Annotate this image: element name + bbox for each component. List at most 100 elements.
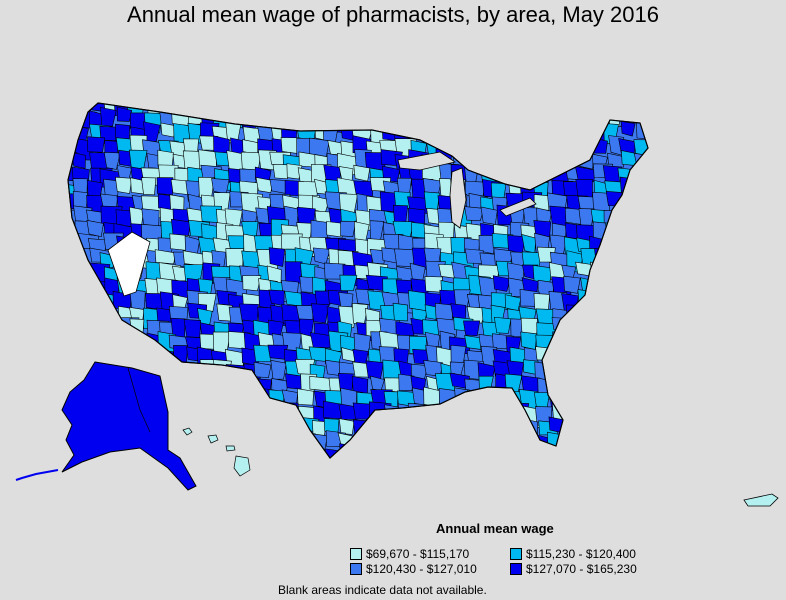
map-area-cell	[353, 164, 371, 182]
map-area-cell	[313, 463, 331, 481]
map-area-cell	[425, 463, 445, 479]
map-area-cell	[170, 361, 193, 377]
aleutian-islands	[15, 469, 59, 481]
map-area-cell	[395, 443, 415, 458]
map-area-cell	[589, 110, 607, 126]
legend-swatch-lowest	[350, 548, 362, 560]
map-area-cell	[552, 103, 569, 116]
map-area-cell	[68, 103, 81, 113]
map-area-cell	[607, 415, 623, 437]
map-area-cell	[478, 234, 495, 255]
map-area-cell	[549, 362, 569, 384]
map-area-cell	[327, 103, 347, 112]
map-area-cell	[258, 108, 275, 128]
map-area-cell	[546, 378, 569, 402]
map-area-cell	[646, 389, 648, 407]
hawaii-region	[182, 427, 251, 477]
map-area-cell	[99, 106, 117, 127]
map-area-cell	[297, 388, 315, 406]
legend-swatch-highest	[510, 563, 522, 575]
map-area-cell	[477, 430, 494, 446]
map-area-cell	[603, 251, 624, 271]
map-area-cell	[450, 415, 467, 436]
map-title: Annual mean wage of pharmacists, by area…	[127, 2, 659, 27]
map-area-cell	[451, 457, 467, 458]
map-area-cell	[309, 376, 332, 392]
map-area-cell	[239, 303, 259, 323]
map-area-cell	[565, 136, 588, 152]
map-area-cell	[507, 431, 524, 452]
map-area-cell	[646, 192, 648, 214]
map-area-cell	[617, 359, 640, 377]
map-area-cell	[523, 154, 539, 177]
map-area-cell	[423, 419, 441, 441]
map-area-cell	[214, 403, 234, 426]
map-area-cell	[518, 447, 542, 458]
map-area-cell	[229, 103, 245, 114]
map-area-cell	[68, 275, 74, 297]
map-area-cell	[520, 135, 537, 152]
map-area-cell	[552, 331, 573, 349]
map-area-cell	[282, 417, 301, 436]
map-area-cell	[271, 458, 292, 479]
map-area-cell	[590, 280, 606, 301]
map-area-cell	[212, 374, 232, 397]
map-area-cell	[616, 205, 637, 224]
map-area-cell	[422, 108, 445, 125]
map-area-cell	[605, 291, 628, 314]
map-area-cell	[201, 387, 216, 409]
map-area-cell	[635, 180, 648, 197]
map-area-cell	[198, 377, 221, 396]
map-area-cell	[242, 429, 265, 451]
map-area-cell	[113, 332, 133, 349]
map-area-cell	[562, 462, 577, 480]
map-area-cell	[468, 149, 488, 171]
map-area-cell	[631, 261, 648, 278]
map-area-cell	[68, 350, 79, 367]
map-area-cell	[508, 457, 525, 458]
map-area-cell	[491, 126, 509, 145]
map-area-cell	[505, 420, 524, 436]
map-area-cell	[645, 167, 648, 189]
map-area-cell	[617, 319, 641, 335]
map-area-cell	[580, 420, 596, 437]
footnote: Blank areas indicate data not available.	[278, 583, 487, 597]
puerto-rico-island	[743, 493, 779, 507]
map-area-cell	[508, 447, 528, 458]
legend-item-lowest: $69,670 - $115,170	[350, 547, 469, 561]
hawaii-big-island	[233, 455, 251, 477]
map-area-cell	[603, 260, 624, 277]
map-area-cell	[338, 112, 360, 128]
map-area-cell	[635, 433, 648, 450]
map-area-cell	[563, 445, 581, 458]
map-area-cell	[339, 274, 358, 291]
map-area-cell	[480, 402, 496, 418]
map-area-cell	[575, 349, 591, 365]
map-area-cell	[225, 248, 244, 268]
map-area-cell	[284, 442, 305, 458]
map-area-cell	[603, 444, 622, 458]
map-area-cell	[356, 461, 370, 481]
map-area-cell	[622, 306, 639, 324]
map-area-cell	[521, 126, 542, 149]
map-area-cell	[284, 434, 301, 451]
map-area-cell	[576, 103, 600, 115]
puerto-rico-region	[743, 493, 779, 507]
map-area-cell	[538, 446, 556, 458]
map-area-cell	[649, 252, 667, 273]
map-area-cell	[590, 318, 613, 340]
map-area-cell	[495, 448, 514, 458]
map-area-cell	[578, 406, 596, 423]
map-area-cell	[646, 181, 648, 198]
map-area-cell	[201, 403, 219, 426]
map-area-cell	[436, 420, 457, 437]
map-area-cell	[202, 103, 220, 115]
map-area-cell	[645, 361, 648, 377]
legend-label-second: $115,230 - $120,400	[526, 547, 636, 561]
map-area-cell	[467, 444, 489, 458]
map-area-cell	[621, 191, 643, 213]
map-area-cell	[160, 362, 180, 386]
map-area-cell	[631, 419, 648, 441]
map-area-cell	[75, 332, 93, 353]
